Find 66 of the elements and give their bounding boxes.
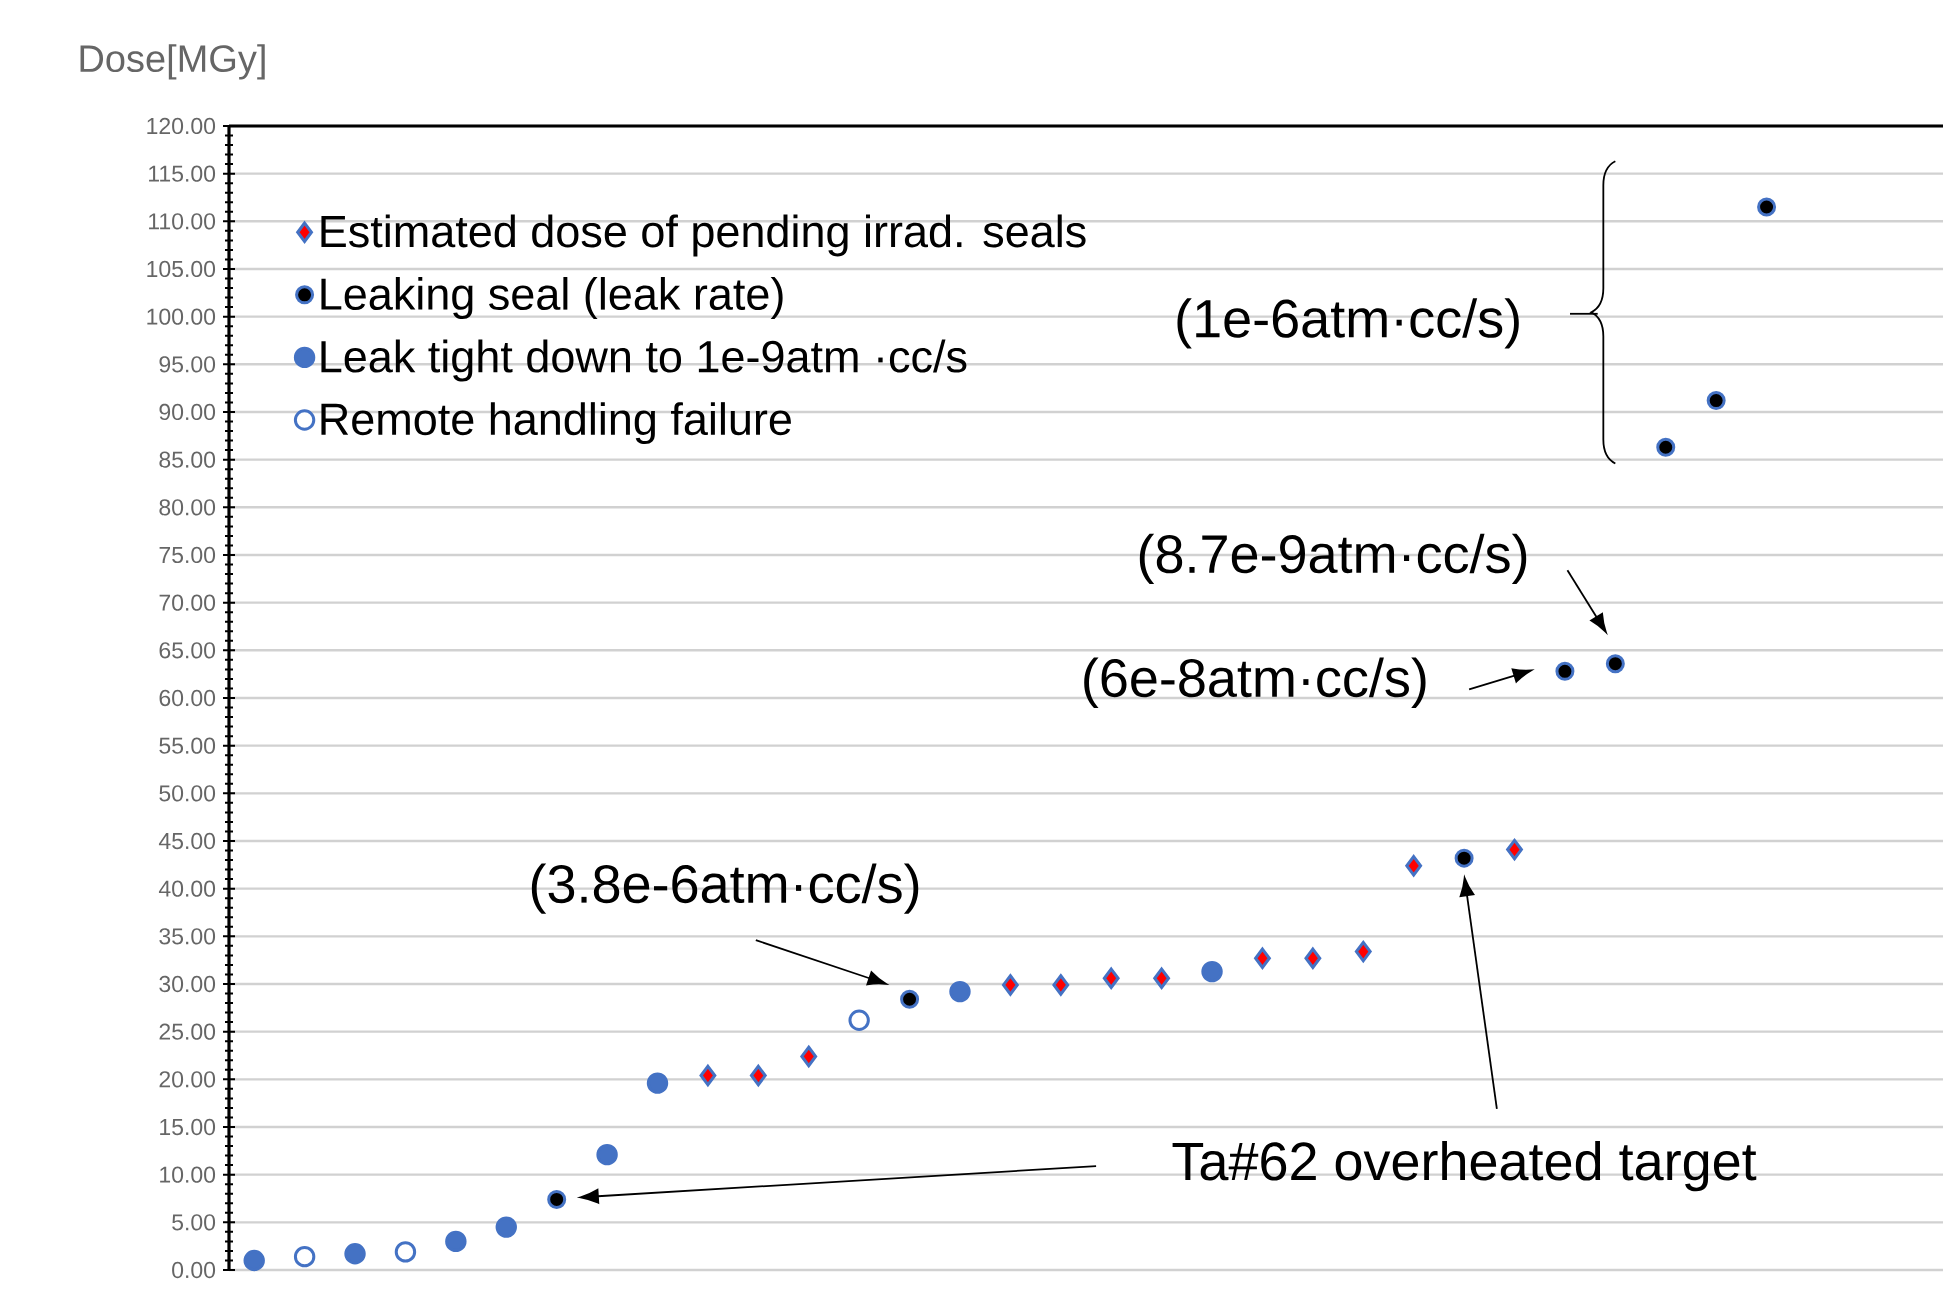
point xyxy=(394,1241,417,1263)
point xyxy=(1454,848,1474,868)
y-tick-label: 105.00 xyxy=(147,260,216,278)
y-tick-label: 50.00 xyxy=(159,785,216,802)
annotation: (6e-8atm·cc/s) xyxy=(1084,657,1426,708)
y-tick-label: 5.00 xyxy=(172,1214,216,1231)
point xyxy=(445,1230,467,1253)
y-tick-label: 20.00 xyxy=(159,1071,216,1088)
y-tick-label: 120.00 xyxy=(147,117,216,135)
legend-label: Estimated dose of pending irrad. seals xyxy=(321,214,1086,257)
y-tick-label: 110.00 xyxy=(149,213,216,230)
y-tick-label: 100.00 xyxy=(147,308,216,325)
y-tick-label: 15.00 xyxy=(160,1118,216,1136)
point xyxy=(1201,960,1223,983)
point xyxy=(949,980,971,1003)
y-tick-label: 75.00 xyxy=(159,546,216,564)
point xyxy=(495,1216,517,1238)
annotation: (3.8e-6atm·cc/s) xyxy=(531,863,919,914)
point xyxy=(344,1243,366,1265)
point xyxy=(848,1009,870,1031)
legend-label: Leaking seal (leak rate) xyxy=(321,277,783,319)
point xyxy=(1506,838,1523,861)
y-tick-label: 45.00 xyxy=(158,832,216,850)
point xyxy=(1555,661,1575,681)
point xyxy=(1153,967,1171,989)
y-tick-label: 40.00 xyxy=(158,880,216,897)
point xyxy=(900,989,920,1009)
point xyxy=(800,1045,818,1068)
y-tick-label: 90.00 xyxy=(159,403,216,421)
y-tick-label: 115.00 xyxy=(149,165,216,182)
y-tick-label: 65.00 xyxy=(159,642,216,659)
annotation: (8.7e-9atm·cc/s) xyxy=(1139,533,1527,584)
point xyxy=(596,1143,618,1166)
y-tick-label: 35.00 xyxy=(159,928,216,945)
y-tick-label: 85.00 xyxy=(159,451,216,468)
y-tick-label: 25.00 xyxy=(159,1023,216,1040)
annotation: (1e-6atm·cc/s) xyxy=(1177,298,1519,349)
point xyxy=(1304,947,1322,969)
y-tick-label: 0.00 xyxy=(172,1261,216,1279)
point xyxy=(699,1064,717,1087)
point xyxy=(646,1072,669,1094)
point xyxy=(1605,654,1625,674)
y-tick-label: 70.00 xyxy=(159,594,216,611)
point xyxy=(293,1245,316,1268)
point xyxy=(243,1249,265,1272)
y-tick-label: 30.00 xyxy=(159,975,216,993)
point xyxy=(1354,940,1372,963)
point xyxy=(749,1064,767,1087)
point xyxy=(1001,974,1019,996)
point xyxy=(1757,197,1777,217)
y-axis-title: Dose[MGy] xyxy=(80,44,265,80)
y-tick-label: 60.00 xyxy=(159,689,216,707)
point xyxy=(547,1189,567,1209)
point xyxy=(1405,855,1423,877)
point xyxy=(1254,947,1271,969)
annotation: Ta#62 overheated target xyxy=(1172,1140,1757,1192)
y-tick-label: 80.00 xyxy=(159,499,216,516)
y-tick-label: 95.00 xyxy=(159,356,216,373)
legend-label: Remote handling failure xyxy=(321,402,791,445)
point xyxy=(1656,437,1676,457)
y-tick-label: 55.00 xyxy=(159,737,216,754)
legend-label: Leak tight down to 1e-9atm ·cc/s xyxy=(321,339,967,382)
y-tick-label: 10.00 xyxy=(160,1166,216,1183)
point xyxy=(1102,967,1120,989)
point xyxy=(1706,391,1726,411)
point xyxy=(1052,974,1070,996)
